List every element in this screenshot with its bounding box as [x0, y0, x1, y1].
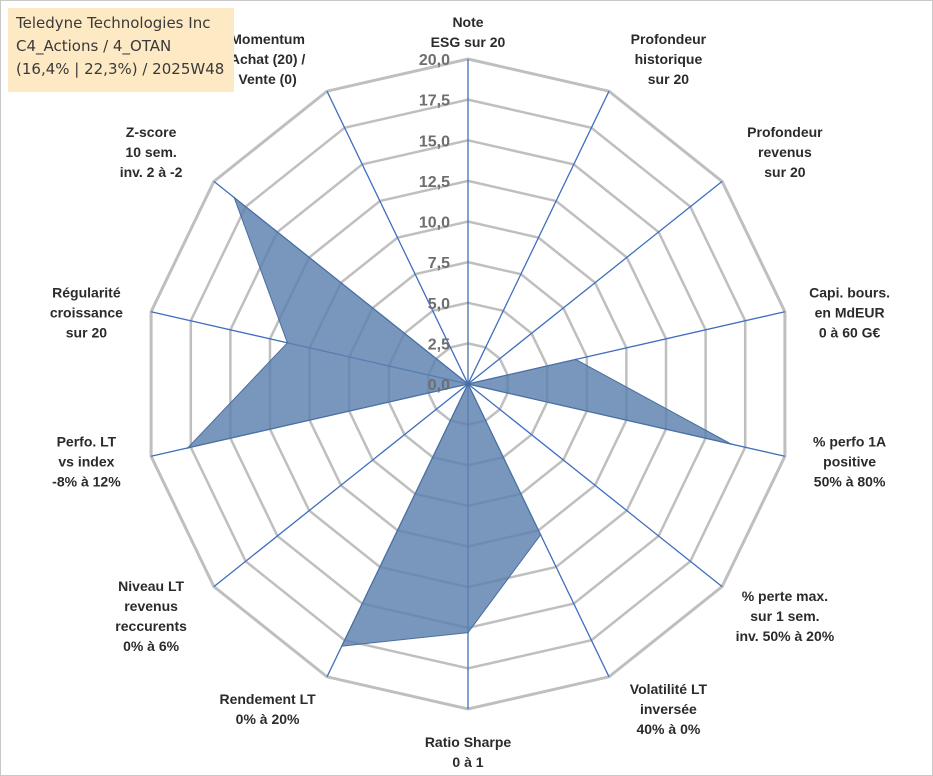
- axis-label-line: 0 à 60 G€: [819, 325, 881, 341]
- axis-label: Momentum Achat (20) / Vente (0): [230, 31, 306, 87]
- data-point: [539, 534, 542, 536]
- axis-label-line: sur 20: [66, 325, 107, 341]
- axis-spoke: [326, 90, 469, 385]
- radial-tick-label: 17,5: [419, 93, 450, 110]
- data-point: [233, 196, 235, 199]
- data-point: [467, 631, 469, 634]
- radial-tick-label: 12,5: [419, 174, 450, 191]
- data-point: [467, 383, 469, 385]
- data-point: [467, 302, 469, 304]
- axis-label-line: revenus: [758, 144, 812, 160]
- axis-label: Volatilité LT inversée 40% à 0%: [630, 681, 708, 737]
- axis-spoke: [467, 180, 723, 385]
- radial-tick-label: 0,0: [428, 377, 450, 394]
- axis-label-line: % perfo 1A: [813, 434, 886, 450]
- axis-label-line: croissance: [50, 305, 123, 321]
- portfolio-name: C4_Actions / 4_OTAN: [16, 37, 172, 55]
- axis-label-line: Niveau LT: [118, 578, 184, 594]
- data-point: [286, 342, 289, 344]
- axis-label-line: sur 20: [764, 164, 805, 180]
- axis-label-line: -8% à 12%: [52, 474, 121, 490]
- axis-label-line: Capi. bours.: [809, 285, 890, 301]
- axis-label-line: Régularité: [52, 285, 121, 301]
- axis-label: Niveau LT revenus reccurents 0% à 6%: [115, 578, 187, 654]
- performance-stats: (16,4% | 22,3%) / 2025W48: [16, 60, 225, 78]
- axis-label-line: % perte max.: [742, 588, 828, 604]
- axis-label-line: Perfo. LT: [57, 434, 117, 450]
- axis-label-line: 0% à 6%: [123, 638, 180, 654]
- axis-label-line: Achat (20) /: [230, 51, 306, 67]
- data-series-area: [186, 196, 732, 647]
- axis-spoke: [467, 383, 723, 588]
- chart-title-box: Teledyne Technologies Inc C4_Actions / 4…: [8, 8, 234, 92]
- axis-label: Profondeur historique sur 20: [631, 31, 707, 87]
- radial-tick-label: 5,0: [428, 296, 450, 313]
- axis-label-line: historique: [635, 51, 703, 67]
- data-point: [341, 645, 343, 647]
- data-point: [574, 358, 577, 361]
- axis-label-line: revenus: [124, 598, 178, 614]
- axis-label-line: sur 20: [648, 71, 689, 87]
- radial-tick-label: 2,5: [428, 336, 450, 353]
- axis-spoke: [467, 90, 610, 385]
- data-point: [186, 447, 189, 449]
- axis-label-line: Rendement LT: [219, 691, 316, 707]
- radial-tick-label: 15,0: [419, 133, 450, 150]
- axis-label: Ratio Sharpe 0 à 1: [425, 734, 512, 770]
- axis-label-line: en MdEUR: [815, 305, 885, 321]
- axis-label-line: inv. 50% à 20%: [736, 628, 835, 644]
- axis-label-line: Profondeur: [747, 124, 823, 140]
- axis-label-line: positive: [823, 454, 876, 470]
- axis-label-line: vs index: [58, 454, 114, 470]
- data-point: [730, 443, 732, 445]
- axis-label-line: 0 à 1: [452, 754, 483, 770]
- radial-tick-label: 10,0: [419, 215, 450, 232]
- axis-label-line: Ratio Sharpe: [425, 734, 512, 750]
- axis-label-line: Profondeur: [631, 31, 707, 47]
- axis-label: Note ESG sur 20: [431, 14, 506, 50]
- axis-label-line: 50% à 80%: [814, 474, 886, 490]
- axis-label: Régularité croissance sur 20: [50, 285, 123, 341]
- axis-label: % perte max. sur 1 sem. inv. 50% à 20%: [736, 588, 835, 644]
- axis-label: Rendement LT 0% à 20%: [219, 691, 316, 727]
- axis-label-line: inv. 2 à -2: [120, 164, 183, 180]
- axis-label-line: Momentum: [230, 31, 305, 47]
- radial-tick-label: 20,0: [419, 52, 450, 69]
- radial-tick-label: 7,5: [428, 255, 450, 272]
- axis-label-line: sur 1 sem.: [750, 608, 819, 624]
- axis-label: % perfo 1A positive 50% à 80%: [813, 434, 886, 490]
- axis-spoke: [213, 383, 469, 588]
- axis-label: Perfo. LT vs index -8% à 12%: [52, 434, 121, 490]
- axis-label-line: 10 sem.: [125, 144, 176, 160]
- axis-label-line: 0% à 20%: [236, 711, 300, 727]
- axis-label-line: 40% à 0%: [636, 721, 700, 737]
- axis-label: Z-score 10 sem. inv. 2 à -2: [120, 124, 183, 180]
- axis-label-line: Z-score: [126, 124, 177, 140]
- axis-label: Capi. bours. en MdEUR 0 à 60 G€: [809, 285, 890, 341]
- axis-label-line: Vente (0): [238, 71, 296, 87]
- axis-label-line: Volatilité LT: [630, 681, 708, 697]
- company-name: Teledyne Technologies Inc: [16, 14, 211, 32]
- axis-label-line: Note: [452, 14, 483, 30]
- axis-label-line: inversée: [640, 701, 697, 717]
- axis-label-line: reccurents: [115, 618, 187, 634]
- axis-label: Profondeur revenus sur 20: [747, 124, 823, 180]
- axis-label-line: ESG sur 20: [431, 34, 506, 50]
